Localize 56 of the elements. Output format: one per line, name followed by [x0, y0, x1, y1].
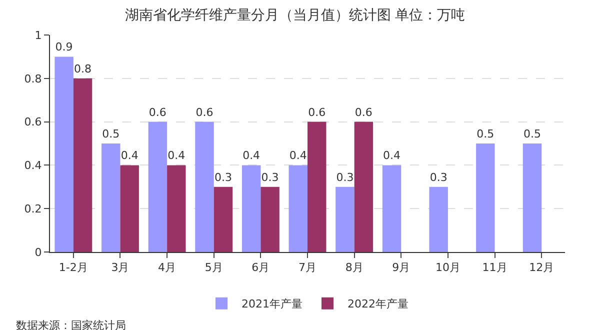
x-tick-label: 6月: [252, 261, 270, 274]
y-tick-label: 0.6: [24, 116, 42, 129]
bar: [120, 165, 139, 252]
bar: [54, 56, 74, 252]
bar: [73, 78, 92, 252]
bar: [336, 186, 354, 252]
data-label: 0.5: [102, 128, 120, 140]
data-label: 0.4: [289, 149, 307, 162]
chart-title: 湖南省化学纤维产量分月（当月值）统计图 单位：万吨: [124, 8, 466, 24]
data-label: 0.4: [383, 149, 401, 162]
legend-label: 2022年产量: [348, 298, 408, 311]
x-tick-label: 1-2月: [58, 261, 88, 274]
data-label: 0.5: [523, 128, 541, 140]
bar: [148, 122, 168, 252]
data-label: 0.4: [242, 149, 260, 162]
x-tick-label: 9月: [392, 261, 410, 274]
y-tick-label: 0.2: [24, 202, 42, 216]
bar: [429, 186, 448, 252]
x-tick-label: 11月: [482, 261, 508, 274]
bar: [102, 144, 120, 252]
x-tick-label: 8月: [345, 261, 364, 274]
data-label: 0.5: [476, 128, 494, 140]
data-label: 0.6: [308, 106, 326, 119]
bar: [308, 122, 326, 252]
bar: [382, 165, 402, 252]
x-tick-label: 5月: [204, 261, 223, 274]
x-tick-label: 3月: [111, 261, 130, 274]
data-label: 0.4: [120, 149, 138, 162]
data-label: 0.3: [214, 170, 232, 184]
legend-label: 2021年产量: [242, 298, 302, 311]
data-label: 0.6: [196, 106, 214, 119]
x-tick-label: 10月: [435, 261, 460, 274]
data-label: 0.9: [55, 40, 73, 54]
y-tick-label: 1: [34, 28, 42, 42]
y-tick-label: 0.4: [24, 159, 42, 172]
data-label: 0.4: [168, 149, 186, 162]
bar: [195, 122, 214, 252]
x-tick-label: 4月: [158, 261, 176, 274]
bar: [354, 122, 374, 252]
data-label: 0.3: [261, 170, 279, 184]
x-tick-label: 7月: [298, 261, 316, 274]
data-label: 0.3: [430, 170, 448, 184]
y-tick-label: 0: [34, 246, 42, 259]
y-tick-label: 0.8: [24, 72, 42, 86]
data-label: 0.6: [148, 106, 166, 119]
bar: [522, 144, 542, 252]
bar: [214, 186, 233, 252]
bar: [242, 165, 261, 252]
data-label: 0.6: [354, 106, 372, 119]
bar: [288, 165, 308, 252]
data-label: 0.8: [74, 62, 92, 76]
bar: [260, 186, 280, 252]
bar: [167, 165, 186, 252]
x-tick-label: 12月: [529, 261, 554, 274]
bar: [476, 144, 495, 252]
data-label: 0.3: [336, 170, 354, 184]
